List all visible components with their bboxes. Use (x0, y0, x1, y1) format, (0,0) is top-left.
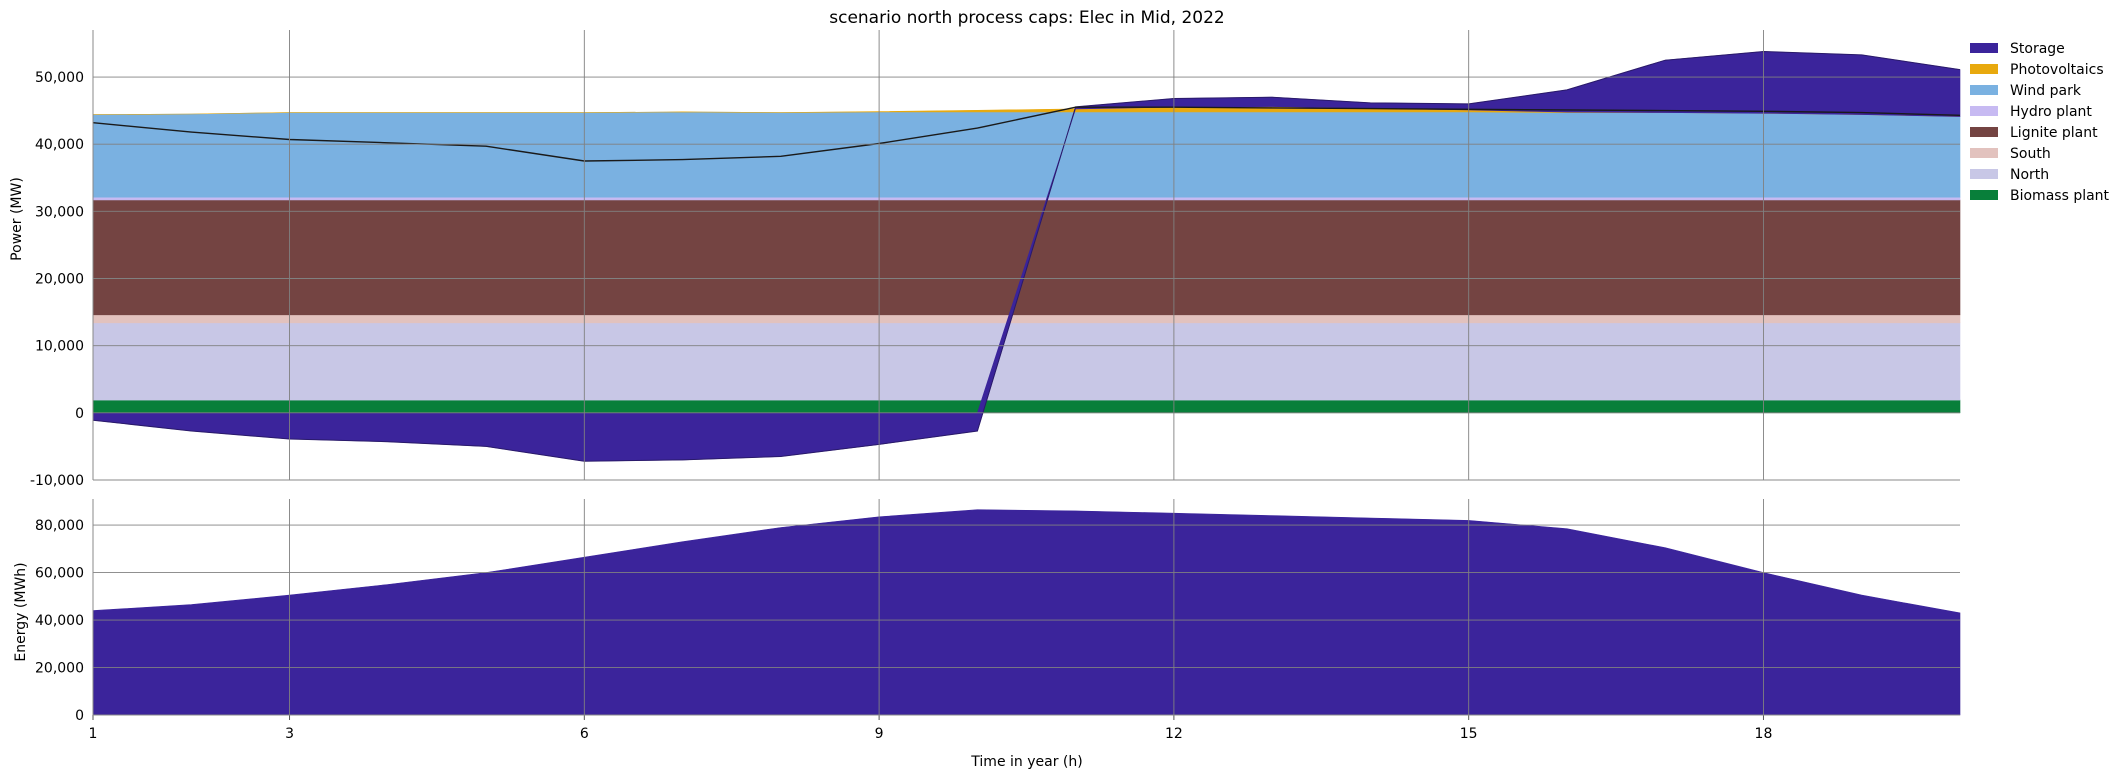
x-tick-label: 1 (89, 726, 98, 742)
x-tick-label: 6 (580, 726, 589, 742)
y-tick-label: 30,000 (35, 204, 84, 220)
storage-edge-line (92, 50, 1961, 462)
chart-title: scenario north process caps: Elec in Mid… (829, 8, 1224, 28)
y-tick-label: 50,000 (35, 70, 84, 86)
legend-label-north: North (2010, 167, 2049, 183)
y-tick-label: 40,000 (35, 613, 84, 629)
y-tick-label: 40,000 (35, 137, 84, 153)
legend-label-storage: Storage (2010, 41, 2065, 57)
power-stacked-areas (92, 50, 1961, 462)
area-biomass-plant (92, 399, 1961, 414)
legend-label-wind-park: Wind park (2010, 83, 2082, 99)
energy-axis-lines (92, 499, 1960, 716)
y-tick-label: 80,000 (35, 518, 84, 534)
energy-y-axis-label: Energy (MWh) (13, 562, 29, 661)
area-wind-park (92, 111, 1961, 198)
legend-label-lignite-plant: Lignite plant (2010, 125, 2098, 141)
legend-swatch-south (1970, 148, 1998, 158)
demand-line-path (92, 106, 1961, 162)
x-tick-label: 18 (1755, 726, 1773, 742)
area-north (92, 322, 1961, 401)
power-plot-area: -10,000 0 10,000 20,000 30,000 40,000 50,000 (30, 30, 1961, 489)
x-tick-label: 3 (285, 726, 294, 742)
power-axis-lines (92, 30, 1960, 481)
legend-swatch-wind-park (1970, 85, 1998, 95)
x-axis-label: Time in year (h) (970, 754, 1082, 770)
energy-y-ticks: 0 20,000 40,000 60,000 80,000 (35, 518, 84, 724)
power-y-ticks: -10,000 0 10,000 20,000 30,000 40,000 50,000 (30, 70, 84, 489)
area-lignite-plant (92, 199, 1961, 316)
legend-swatch-lignite-plant (1970, 127, 1998, 137)
x-tick-label: 12 (1165, 726, 1183, 742)
y-tick-label: 20,000 (35, 661, 84, 677)
y-tick-label: 20,000 (35, 272, 84, 288)
y-tick-label: 10,000 (35, 339, 84, 355)
legend-swatch-north (1970, 169, 1998, 179)
legend-swatch-hydro-plant (1970, 106, 1998, 116)
legend-swatch-storage (1970, 43, 1998, 53)
power-y-axis-label: Power (MW) (9, 177, 25, 261)
legend-swatch-photovoltaics (1970, 64, 1998, 74)
y-tick-label: -10,000 (30, 473, 84, 489)
area-hydro-plant (92, 196, 1961, 201)
legend-label-biomass-plant: Biomass plant (2010, 188, 2110, 204)
legend-swatch-biomass-plant (1970, 190, 1998, 200)
energy-plot-area: 0 20,000 40,000 60,000 80,000 1 3 6 9 12 15 18 (35, 499, 1961, 742)
x-tick-label: 9 (875, 726, 884, 742)
y-tick-label: 0 (75, 406, 84, 422)
legend-label-south: South (2010, 146, 2051, 162)
y-tick-label: 0 (75, 708, 84, 724)
x-tick-label: 15 (1460, 726, 1478, 742)
x-ticks: 1 3 6 9 12 15 18 (89, 715, 1773, 742)
y-tick-label: 60,000 (35, 566, 84, 582)
demand-line (92, 106, 1961, 162)
area-south (92, 314, 1961, 324)
energy-area (92, 509, 1961, 716)
legend: Storage Photovoltaics Wind park Hydro plant… (1970, 41, 2110, 204)
area-storage-energy (92, 509, 1961, 716)
legend-label-hydro-plant: Hydro plant (2010, 104, 2092, 120)
legend-label-photovoltaics: Photovoltaics (2010, 62, 2104, 78)
